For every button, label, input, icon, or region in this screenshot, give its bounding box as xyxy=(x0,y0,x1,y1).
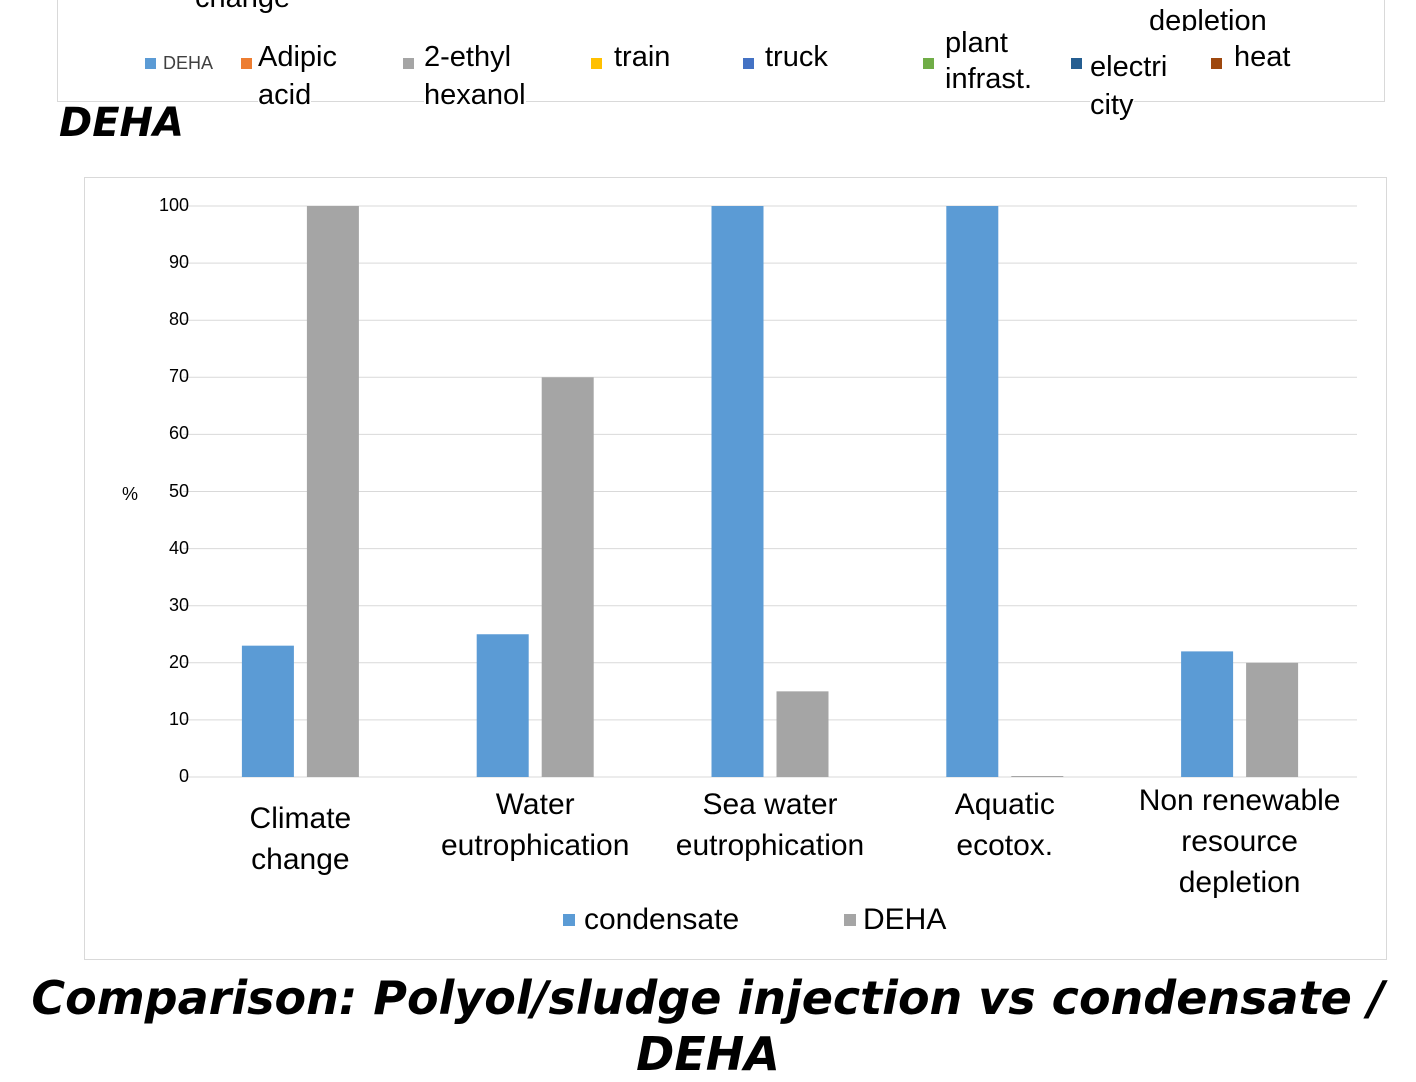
category-label-line: Non renewable xyxy=(1138,784,1341,817)
category-label-line: Sea water xyxy=(702,788,838,821)
y-tick-label: 70 xyxy=(168,366,189,387)
legend-label-deha: DEHA xyxy=(163,53,214,74)
y-tick-label: 20 xyxy=(168,651,189,672)
legend-label-heat: heat xyxy=(1234,38,1291,76)
legend-swatch-condensate xyxy=(563,914,575,926)
category-label: Water eutrophication xyxy=(410,784,660,866)
legend-label-truck: truck xyxy=(765,38,828,76)
legend-swatch-plant-infrast xyxy=(923,58,934,69)
legend-swatch-deha-series xyxy=(844,914,856,926)
bar-deha-0 xyxy=(306,206,359,777)
legend-label-plant-infrast-2: infrast. xyxy=(945,60,1033,98)
cut-category-label-depletion-clip: depletion xyxy=(1140,0,1270,31)
y-axis-label: % xyxy=(122,484,139,504)
legend-label-2-ethyl-hexanol-2: hexanol xyxy=(424,76,526,114)
y-tick-label: 30 xyxy=(168,594,189,615)
legend-label-electricity-1: electri xyxy=(1090,48,1168,86)
bar-condensate-1 xyxy=(476,634,529,777)
legend-swatch-2-ethyl-hexanol xyxy=(403,58,414,69)
y-tick-label: 0 xyxy=(178,766,189,786)
legend-swatch-heat xyxy=(1211,58,1222,69)
section-title: DEHA xyxy=(59,100,184,146)
bar-deha-1 xyxy=(541,377,594,777)
y-tick-label: 50 xyxy=(168,480,189,501)
legend-label-deha-series: DEHA xyxy=(863,903,947,936)
bar-deha-3 xyxy=(1011,776,1064,777)
cut-category-label-change: change xyxy=(195,0,291,17)
cut-category-label-depletion: depletion xyxy=(1149,2,1267,31)
slide-title: Comparison: Polyol/sludge injection vs c… xyxy=(31,971,1385,1081)
bar-condensate-4 xyxy=(1181,651,1234,777)
legend-label-2-ethyl-hexanol-1: 2-ethyl xyxy=(424,38,512,76)
legend-label-electricity-2: city xyxy=(1090,86,1134,124)
y-tick-label: 100 xyxy=(158,195,189,215)
legend-label-train: train xyxy=(614,38,671,76)
y-tick-label: 10 xyxy=(168,708,189,729)
legend-swatch-train xyxy=(591,58,602,69)
bar-condensate-0 xyxy=(241,645,294,777)
legend-label-adipic-acid-2: acid xyxy=(258,76,312,114)
chart-frame xyxy=(84,177,1387,960)
legend-label-condensate: condensate xyxy=(584,903,740,936)
y-tick-label: 60 xyxy=(168,423,189,444)
category-label: Aquatic ecotox. xyxy=(880,784,1130,866)
category-label-line: resource xyxy=(1181,825,1298,858)
category-label-line: ecotox. xyxy=(956,829,1054,862)
bar-deha-4 xyxy=(1246,662,1299,777)
legend-swatch-adipic-acid xyxy=(241,58,252,69)
legend-swatch-electricity xyxy=(1071,58,1082,69)
category-label-line: change xyxy=(251,843,350,876)
category-label: Climate change xyxy=(175,798,425,880)
legend-swatch-deha xyxy=(145,58,156,69)
category-label-line: Climate xyxy=(249,802,352,835)
category-label-line: Water xyxy=(495,788,575,821)
category-label-line: Aquatic xyxy=(954,788,1055,821)
bar-condensate-3 xyxy=(946,206,999,777)
category-label-line: depletion xyxy=(1178,866,1301,899)
y-tick-label: 90 xyxy=(168,252,189,273)
legend-label-plant-infrast-1: plant xyxy=(945,24,1008,62)
bar-chart xyxy=(183,205,1357,778)
legend-label-adipic-acid-1: Adipic xyxy=(258,38,337,76)
category-label-line: eutrophication xyxy=(675,829,865,862)
category-label-line: eutrophication xyxy=(440,829,630,862)
y-tick-label: 80 xyxy=(168,309,189,330)
bar-condensate-2 xyxy=(711,206,764,777)
y-tick-label: 40 xyxy=(168,537,189,558)
category-label: Sea water eutrophication xyxy=(645,784,895,866)
category-label: Non renewable resource depletion xyxy=(1115,780,1365,903)
bar-deha-2 xyxy=(776,691,829,777)
legend-swatch-truck xyxy=(743,58,754,69)
